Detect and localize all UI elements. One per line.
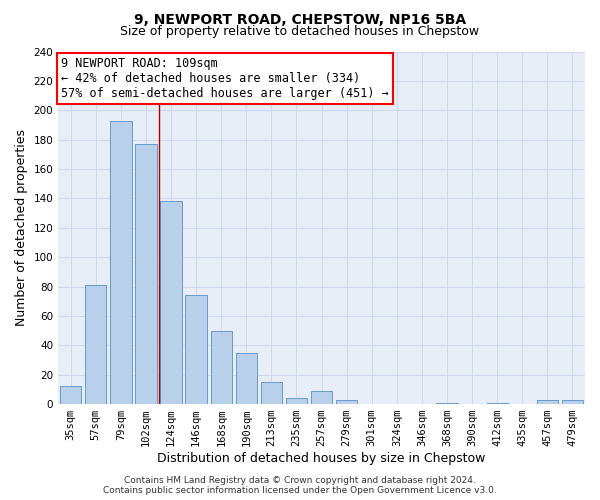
Text: 9, NEWPORT ROAD, CHEPSTOW, NP16 5BA: 9, NEWPORT ROAD, CHEPSTOW, NP16 5BA — [134, 12, 466, 26]
Bar — [261, 382, 282, 404]
Text: Size of property relative to detached houses in Chepstow: Size of property relative to detached ho… — [121, 25, 479, 38]
Text: 9 NEWPORT ROAD: 109sqm
← 42% of detached houses are smaller (334)
57% of semi-de: 9 NEWPORT ROAD: 109sqm ← 42% of detached… — [61, 57, 389, 100]
Text: Contains HM Land Registry data © Crown copyright and database right 2024.
Contai: Contains HM Land Registry data © Crown c… — [103, 476, 497, 495]
Bar — [211, 330, 232, 404]
Bar — [136, 144, 157, 404]
Bar — [85, 285, 106, 404]
Bar — [160, 202, 182, 404]
X-axis label: Distribution of detached houses by size in Chepstow: Distribution of detached houses by size … — [157, 452, 486, 465]
Bar — [110, 120, 131, 404]
Bar — [286, 398, 307, 404]
Bar — [336, 400, 358, 404]
Y-axis label: Number of detached properties: Number of detached properties — [15, 130, 28, 326]
Bar — [185, 296, 207, 404]
Bar — [487, 402, 508, 404]
Bar — [436, 402, 458, 404]
Bar — [236, 352, 257, 404]
Bar — [311, 391, 332, 404]
Bar — [60, 386, 82, 404]
Bar — [537, 400, 558, 404]
Bar — [562, 400, 583, 404]
